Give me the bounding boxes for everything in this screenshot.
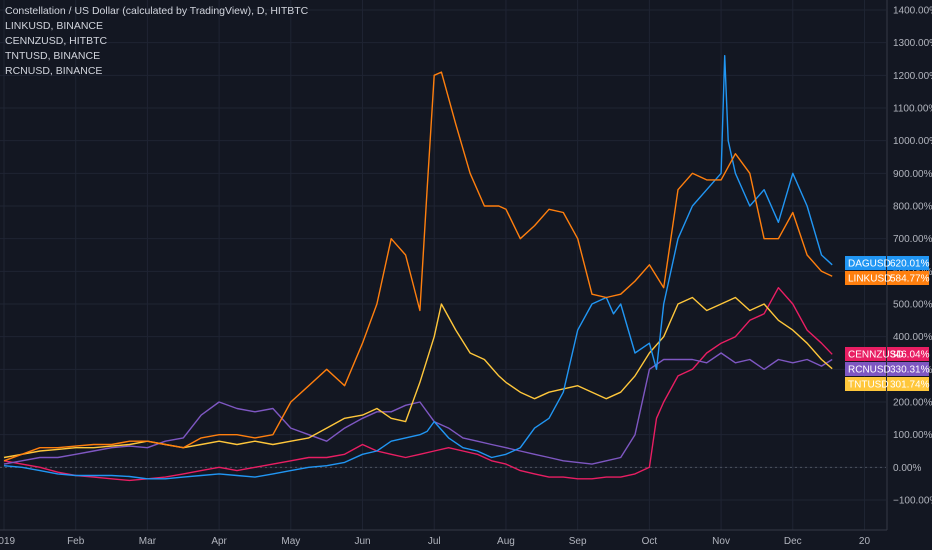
y-tick-label: 1300.00%: [893, 38, 932, 49]
y-tick-label: 900.00%: [893, 169, 932, 180]
last-value-badges: DAGUSD 620.01%LINKUSD584.77%CENNZUSD346.0…: [845, 256, 930, 391]
series-line-cennzusd[interactable]: [3, 287, 833, 482]
legend-main-symbol[interactable]: Constellation / US Dollar (calculated by…: [5, 5, 309, 17]
x-tick-label: Apr: [211, 536, 227, 547]
legend: Constellation / US Dollar (calculated by…: [5, 4, 308, 79]
legend-compare-symbol[interactable]: LINKUSD, BINANCE: [5, 20, 104, 32]
y-tick-label: 0.00%: [893, 463, 921, 474]
y-tick-label: 400.00%: [893, 332, 932, 343]
series-name-label: DAGUSD: [848, 259, 891, 270]
legend-compare-symbol[interactable]: TNTUSD, BINANCE: [5, 50, 101, 62]
series-line-linkusd[interactable]: [3, 71, 833, 462]
y-tick-label: 1400.00%: [893, 6, 932, 17]
series-last-value: 330.31%: [890, 365, 930, 376]
last-value-badge-rcnusd: RCNUSD 330.31%: [845, 362, 930, 376]
x-tick-label: Jun: [354, 536, 370, 547]
y-tick-label: 1000.00%: [893, 136, 932, 147]
x-tick-label: Aug: [497, 536, 515, 547]
series-last-value: 301.74%: [890, 380, 930, 391]
legend-compare-symbol[interactable]: CENNZUSD, HITBTC: [5, 35, 108, 47]
x-tick-label: 20: [859, 536, 871, 547]
last-value-badge-dagusd: DAGUSD 620.01%: [845, 256, 930, 270]
y-tick-label: 1100.00%: [893, 104, 932, 115]
x-tick-label: Sep: [569, 536, 587, 547]
x-tick-label: Feb: [67, 536, 85, 547]
x-tick-label: Mar: [139, 536, 157, 547]
y-tick-label: 800.00%: [893, 202, 932, 213]
series-line-dagusd[interactable]: [3, 55, 833, 480]
x-tick-label: Oct: [642, 536, 658, 547]
x-tick-label: Nov: [712, 536, 730, 547]
legend-compare-symbol[interactable]: RCNUSD, BINANCE: [5, 65, 103, 77]
y-tick-label: 700.00%: [893, 234, 932, 245]
series-layer: [3, 55, 833, 482]
x-tick-label: Jul: [428, 536, 441, 547]
x-axis[interactable]: 2019 Feb Mar Apr May Jun Jul Aug Sep Oct Nov Dec 20: [0, 536, 870, 547]
series-last-value: 346.04%: [890, 350, 930, 361]
y-tick-label: 1200.00%: [893, 71, 932, 82]
series-name-label: LINKUSD: [848, 274, 891, 285]
series-name-label: RCNUSD: [848, 365, 891, 376]
y-tick-label: 200.00%: [893, 398, 932, 409]
x-tick-label: Dec: [784, 536, 802, 547]
x-tick-label: May: [281, 536, 300, 547]
series-last-value: 620.01%: [890, 259, 930, 270]
y-tick-label: 100.00%: [893, 430, 932, 441]
y-tick-label: −100.00%: [893, 496, 932, 507]
x-tick-label: 2019: [0, 536, 16, 547]
last-value-badge-tntusd: TNTUSD 301.74%: [845, 377, 930, 391]
series-name-label: CENNZUSD: [848, 350, 904, 361]
series-name-label: TNTUSD: [848, 380, 889, 391]
series-line-rcnusd[interactable]: [3, 352, 833, 465]
y-tick-label: 500.00%: [893, 300, 932, 311]
series-last-value: 584.77%: [890, 274, 930, 285]
